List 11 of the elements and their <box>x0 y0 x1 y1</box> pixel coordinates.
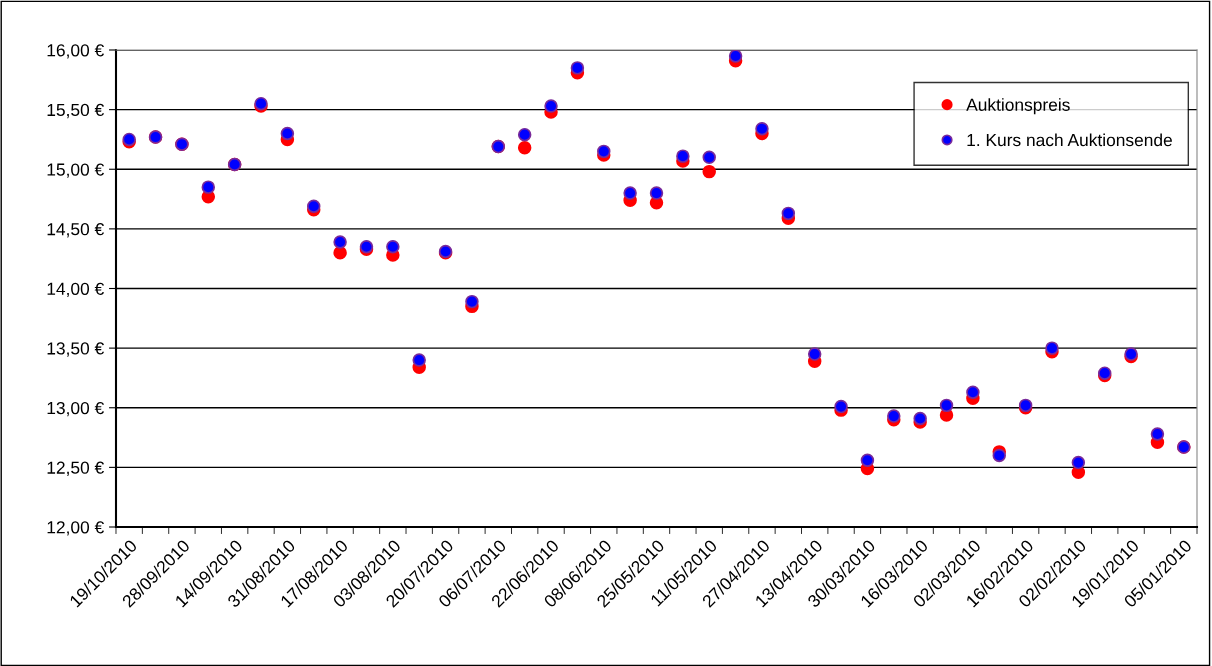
legend-label: 1. Kurs nach Auktionsende <box>967 133 1172 147</box>
y-tick-label: 14,00 € <box>47 282 104 298</box>
y-tick-label: 15,50 € <box>47 103 104 119</box>
y-tick-label: 15,00 € <box>47 163 104 178</box>
y-tick-label: 12,50 € <box>47 461 104 476</box>
legend-label: Auktionspreis <box>966 98 1070 115</box>
y-tick-label: 13,00 € <box>47 401 104 417</box>
y-tick-label: 16,00 € <box>47 44 104 59</box>
y-tick-label: 13,50 € <box>47 342 104 357</box>
y-tick-label: 14,50 € <box>47 223 104 238</box>
y-tick-label: 12,00 € <box>47 521 104 536</box>
